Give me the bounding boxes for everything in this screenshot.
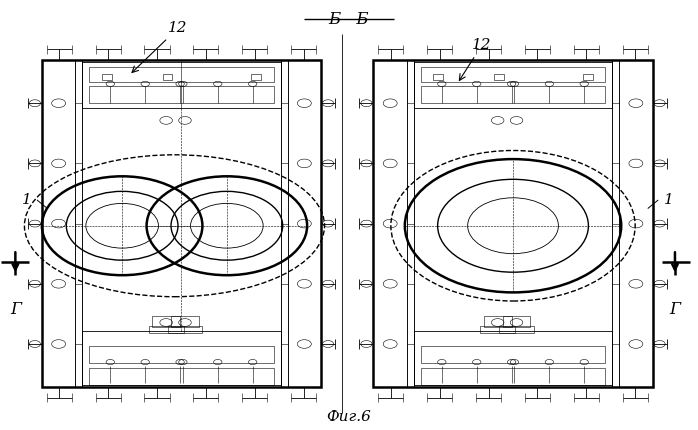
Text: 1: 1 [22,193,31,207]
Bar [484,316,512,327]
Bar [421,368,605,385]
Bar [494,74,504,80]
Bar [89,346,274,363]
Text: 12: 12 [132,21,188,73]
Bar [414,62,612,385]
Bar [89,368,274,385]
Bar [433,74,443,80]
Bar [82,60,281,108]
Text: 12: 12 [459,38,491,80]
Bar [281,60,288,387]
Bar [42,60,75,387]
Bar [42,60,321,387]
Bar [288,60,321,387]
Bar [407,60,414,387]
Bar [163,74,172,80]
Bar [75,60,82,387]
Bar [89,86,274,103]
Bar [421,346,605,363]
Bar [583,74,593,80]
Bar [612,60,619,387]
Bar [421,86,605,103]
Bar [480,326,515,333]
Bar [414,331,612,387]
Bar [149,326,184,333]
Text: Г: Г [669,301,681,318]
Bar [373,60,653,387]
Bar [503,316,530,327]
Bar [373,60,407,387]
Bar [152,316,180,327]
Bar [102,74,112,80]
Bar [171,316,199,327]
Bar [251,74,261,80]
Bar [168,326,202,333]
Bar [89,67,274,82]
Text: Г: Г [10,301,21,318]
Text: 1: 1 [664,193,674,207]
Bar [499,326,534,333]
Bar [619,60,653,387]
Bar [414,60,612,108]
Text: Фиг.6: Фиг.6 [327,410,371,424]
Bar [82,331,281,387]
Bar [421,67,605,82]
Text: Б - Б: Б - Б [329,11,369,28]
Bar [82,62,281,385]
